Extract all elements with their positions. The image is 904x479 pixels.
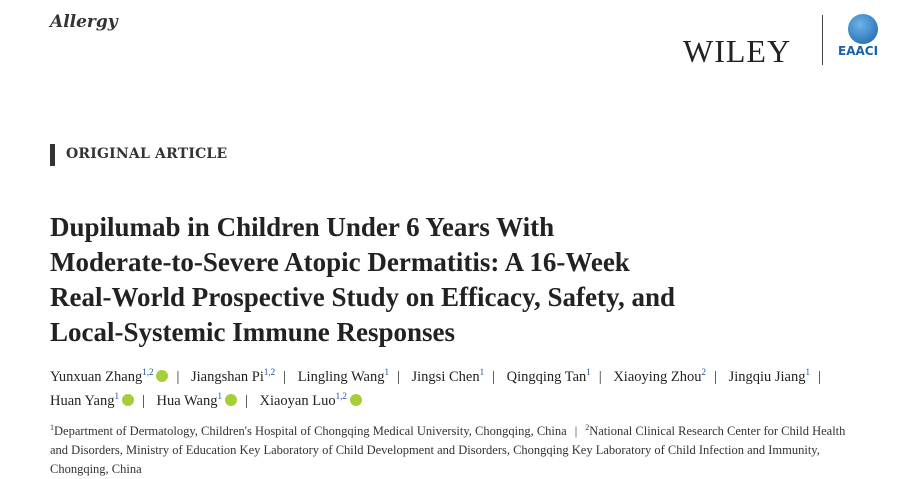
author: Jiangshan Pi1,2 | [191,367,294,385]
author: Xiaoyan Luo1,2 [259,390,362,409]
separator: | [396,368,400,385]
author-affiliation-ref: 1 [384,367,389,377]
orcid-icon [224,393,237,406]
society-logo: EAACI [838,44,879,58]
author-name: Lingling Wang [297,368,385,385]
author-name: Qingqing Tan [506,368,587,385]
author: Hua Wang1 | [156,390,255,409]
title-line: Local-Systemic Immune Responses [50,317,455,347]
author: Jingsi Chen1 | [411,367,503,385]
author-name: Jingqiu Jiang [728,368,806,385]
affiliations: 1Department of Dermatology, Children's H… [50,418,865,479]
author-affiliation-ref: 2 [701,367,707,377]
title-line: Dupilumab in Children Under 6 Years With [50,212,555,242]
author-affiliation-ref: 1 [479,367,485,377]
author-list: Yunxuan Zhang1,2 | Jiangshan Pi1,2 | Lingl… [50,363,890,411]
author-name: Jingsi Chen [411,368,480,385]
divider [822,15,823,65]
separator: | [818,368,821,385]
society-globe [848,14,878,44]
author-affiliation-ref: 1 [586,367,591,377]
publisher-logo: WILEY [683,33,792,69]
separator: | [141,392,145,409]
orcid-icon [121,393,134,406]
author-name: Jiangshan Pi [191,368,264,385]
separator: | [283,368,287,385]
author-affiliation-ref: 1,2 [335,390,347,401]
orcid-icon [349,393,362,406]
affiliation-text: National Clinical Research Center for Ch… [50,424,846,477]
author-name: Xiaoyan Luo [259,392,336,409]
affiliation-number: 1 [50,423,54,432]
separator: | [492,368,495,385]
affiliation-text: Department of Dermatology, Children's Ho… [54,424,567,439]
author: Yunxuan Zhang1,2 | [50,367,187,385]
author: Xiaoying Zhou2 | [613,367,725,385]
orcid-icon [156,369,169,382]
author-affiliation-ref: 1 [114,390,119,401]
author: Lingling Wang1 | [297,367,408,385]
author: Jingqiu Jiang1 | [728,367,829,385]
separator: | [244,392,248,409]
author-name: Yunxuan Zhang [50,368,143,385]
section-bar [50,144,55,166]
author-name: Hua Wang [156,392,218,409]
title-line: Real-World Prospective Study on Efficacy… [50,282,675,312]
author-name: Huan Yang [50,392,115,409]
affiliation-number: 2 [585,423,590,432]
journal-name: Allergy [50,12,118,32]
title-line: Moderate-to-Severe Atopic Dermatitis: A … [50,247,630,277]
separator: | [574,424,578,439]
author-name: Xiaoying Zhou [613,368,702,385]
article-title: Dupilumab in Children Under 6 Years With… [50,210,675,350]
section-label: ORIGINAL ARTICLE [66,146,228,162]
author-affiliation-ref: 1 [217,390,222,401]
separator: | [176,368,180,385]
author: Qingqing Tan1 | [506,367,610,385]
separator: | [598,368,602,385]
author-affiliation-ref: 1 [805,367,811,377]
author-affiliation-ref: 1,2 [263,367,276,377]
separator: | [714,368,717,385]
author-affiliation-ref: 1,2 [142,367,154,377]
author: Huan Yang1 | [50,390,153,409]
